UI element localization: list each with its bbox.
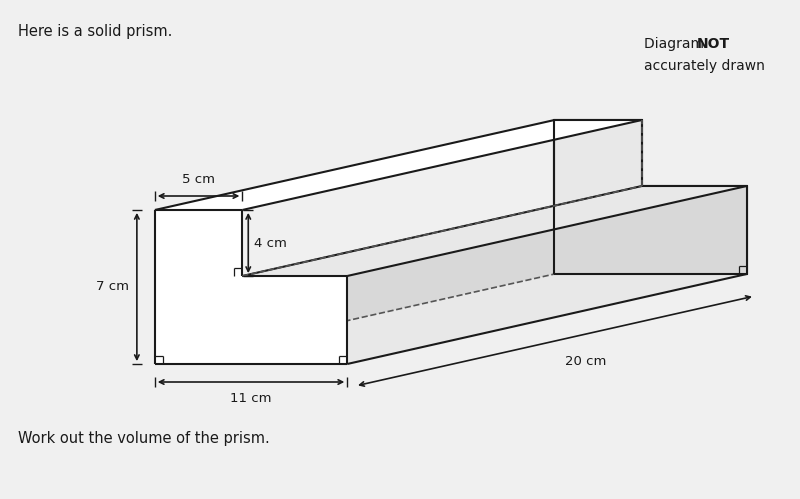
- Text: 7 cm: 7 cm: [96, 280, 129, 293]
- Polygon shape: [155, 120, 642, 210]
- Polygon shape: [155, 274, 746, 364]
- Text: 4 cm: 4 cm: [254, 237, 287, 250]
- Text: Work out the volume of the prism.: Work out the volume of the prism.: [18, 431, 270, 446]
- Polygon shape: [554, 120, 746, 274]
- Text: accurately drawn: accurately drawn: [644, 59, 766, 73]
- Polygon shape: [242, 186, 746, 276]
- Text: 5 cm: 5 cm: [182, 173, 215, 186]
- Text: Diagram: Diagram: [644, 37, 709, 51]
- Text: Here is a solid prism.: Here is a solid prism.: [18, 24, 172, 39]
- Text: 11 cm: 11 cm: [230, 392, 272, 405]
- Text: 20 cm: 20 cm: [565, 355, 606, 368]
- Polygon shape: [155, 210, 347, 364]
- Polygon shape: [347, 186, 746, 364]
- Text: NOT: NOT: [696, 37, 730, 51]
